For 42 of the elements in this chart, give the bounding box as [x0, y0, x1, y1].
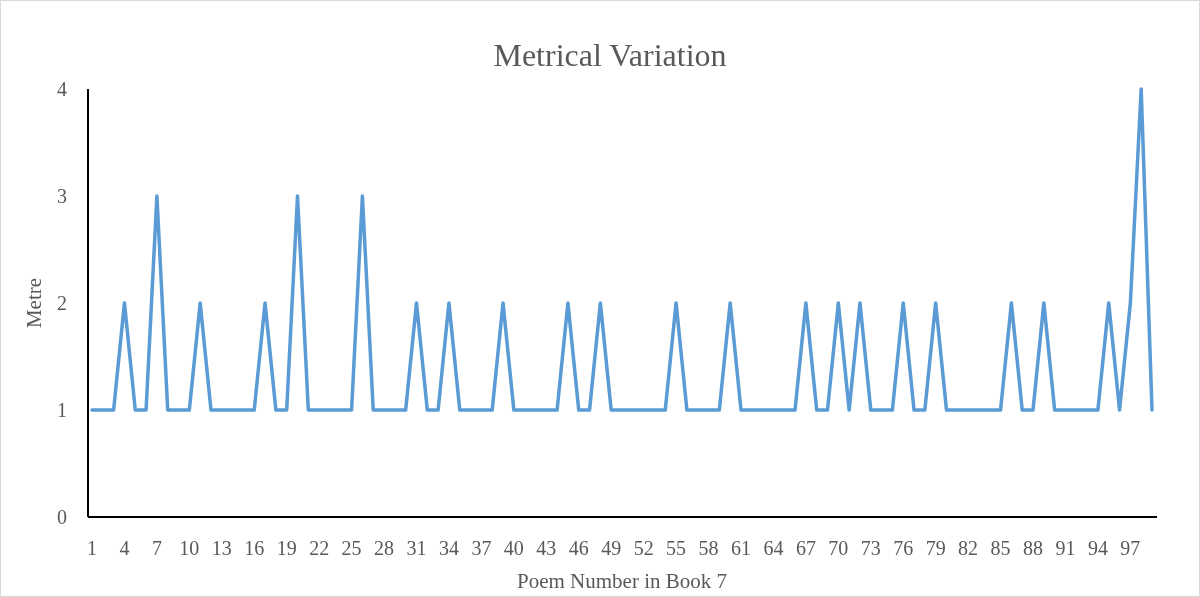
chart-title: Metrical Variation	[493, 37, 727, 73]
x-axis-title: Poem Number in Book 7	[517, 569, 727, 593]
x-tick-label: 10	[179, 537, 200, 559]
y-tick-label: 4	[57, 78, 67, 100]
x-tick-label: 73	[860, 537, 881, 559]
x-tick-label: 1	[87, 537, 97, 559]
x-tick-label: 88	[1023, 537, 1044, 559]
y-tick-label: 3	[57, 185, 67, 207]
x-tick-label: 58	[698, 537, 719, 559]
x-tick-label: 25	[341, 537, 362, 559]
x-tick-label: 97	[1120, 537, 1141, 559]
x-tick-label: 19	[276, 537, 297, 559]
x-tick-label: 16	[244, 537, 265, 559]
x-tick-label: 79	[925, 537, 946, 559]
x-tick-label: 43	[536, 537, 557, 559]
line-series	[90, 87, 1154, 412]
x-tick-label: 22	[309, 537, 330, 559]
x-tick-label: 67	[795, 537, 816, 559]
x-tick-label: 64	[763, 537, 784, 559]
x-tick-label: 37	[471, 537, 492, 559]
y-tick-label: 0	[57, 506, 67, 528]
x-tick-label: 40	[503, 537, 524, 559]
x-tick-label: 91	[1055, 537, 1076, 559]
x-tick-label: 61	[730, 537, 751, 559]
x-tick-label: 31	[406, 537, 427, 559]
x-tick-label: 28	[374, 537, 395, 559]
x-tick-label: 82	[958, 537, 979, 559]
x-tick-label: 55	[666, 537, 687, 559]
x-tick-label: 34	[438, 537, 459, 559]
x-tick-label: 52	[633, 537, 654, 559]
x-tick-label: 85	[990, 537, 1011, 559]
x-tick-label: 7	[151, 537, 162, 559]
y-tick-label: 2	[57, 292, 67, 314]
x-tick-label: 94	[1087, 537, 1108, 559]
y-axis-title: Metre	[22, 277, 46, 329]
x-tick-label: 13	[211, 537, 232, 559]
x-tick-label: 46	[568, 537, 589, 559]
x-tick-label: 49	[601, 537, 622, 559]
x-tick-label: 4	[119, 537, 130, 559]
x-tick-label: 76	[893, 537, 914, 559]
y-tick-label: 1	[57, 399, 67, 421]
x-tick-label: 70	[828, 537, 849, 559]
